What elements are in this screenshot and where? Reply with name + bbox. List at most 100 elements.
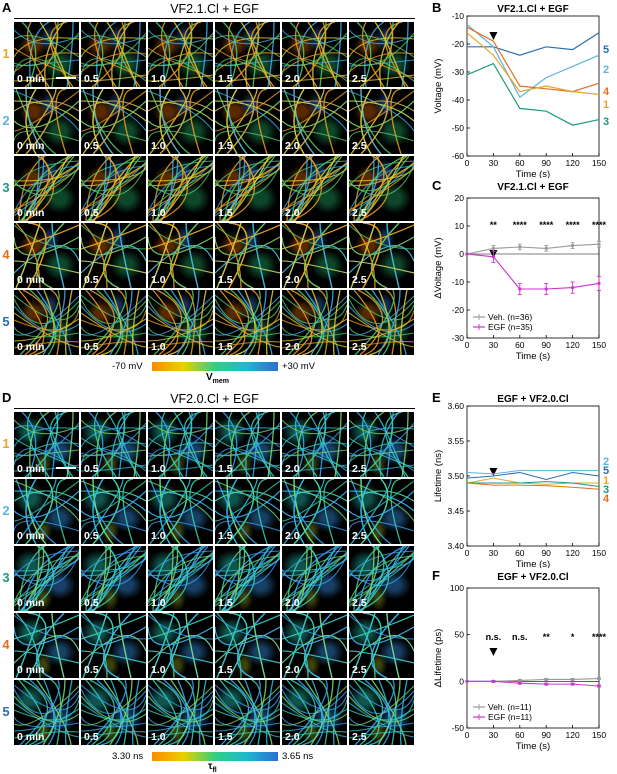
data-point [571, 682, 575, 686]
data-point [491, 679, 495, 683]
x-tick-label: 60 [515, 158, 525, 168]
series-end-label: 5 [603, 465, 609, 477]
x-tick-label: 90 [541, 730, 551, 740]
x-tick-label: 120 [566, 548, 580, 558]
micrograph-tile-d: 1.5 [215, 546, 280, 611]
time-label: 0.5 [84, 207, 99, 219]
row-label-d-3: 3 [2, 570, 10, 585]
significance-mark: **** [592, 220, 607, 230]
time-label: 0 min [17, 530, 45, 542]
time-label: 2.0 [285, 73, 300, 85]
micrograph-tile-d: 0 min [14, 412, 79, 477]
y-tick-label: -40 [452, 95, 465, 105]
legend-entry: EGF (n=35) [488, 322, 533, 332]
stimulus-arrow [489, 32, 498, 40]
series-line [466, 23, 600, 99]
row-label-a-5: 5 [2, 314, 10, 329]
micrograph-tile-d: 2.0 [282, 680, 347, 745]
y-tick-label: 3.40 [447, 541, 464, 551]
series-end-label: 2 [603, 456, 609, 468]
time-label: 0 min [17, 73, 45, 85]
series-end-label: 3 [603, 484, 609, 496]
data-point [571, 244, 575, 248]
data-point [597, 676, 601, 681]
colorbar-top-symbol: Vmem [206, 372, 229, 385]
time-label: 0 min [17, 731, 45, 743]
x-tick-label: 0 [465, 340, 470, 350]
colorbar-bottom-symbol-main: τ [208, 761, 213, 772]
x-tick-label: 60 [515, 730, 525, 740]
panel-a-rule [14, 18, 415, 19]
series-line [466, 477, 599, 485]
x-axis-label: Time (s) [516, 169, 550, 178]
micrograph-tile-d: 2.5 [349, 613, 414, 678]
y-tick-label: 50 [455, 630, 465, 640]
x-axis-label: Time (s) [516, 351, 550, 362]
time-label: 2.5 [352, 731, 367, 743]
colorbar-top-min: -70 mV [112, 361, 143, 372]
micrograph-tile-a: 1.5 [215, 156, 280, 221]
colorbar-top-gradient [152, 362, 278, 371]
time-label: 2.5 [352, 341, 367, 353]
micrograph-tile-a: 1.5 [215, 22, 280, 87]
micrograph-tile-d: 1.0 [148, 412, 213, 477]
row-label-d-1: 1 [2, 436, 10, 451]
time-label: 0 min [17, 597, 45, 609]
series-end-label: 4 [603, 493, 610, 505]
colorbar-top-max: +30 mV [282, 361, 316, 372]
micrograph-tile-d: 1.0 [148, 479, 213, 544]
micrograph-tile-a: 1.0 [148, 223, 213, 288]
time-label: 2.0 [285, 341, 300, 353]
micrograph-tile-d: 2.0 [282, 412, 347, 477]
micrograph-tile-a: 1.5 [215, 89, 280, 154]
chart-b: VF2.1.Cl + EGF 0 30 60 90 120 150 -60 -50 -40 -30 -… [433, 4, 610, 178]
y-axis-label: Lifetime (ns) [433, 450, 444, 502]
time-label: 1.5 [218, 463, 233, 475]
data-point [465, 252, 469, 256]
colorbar-bottom-gradient [152, 752, 278, 761]
time-label: 0.5 [84, 597, 99, 609]
time-label: 2.5 [352, 274, 367, 286]
time-label: 1.5 [218, 530, 233, 542]
time-label: 0.5 [84, 274, 99, 286]
data-point [571, 677, 575, 682]
series-end-label: 4 [603, 86, 610, 98]
colorbar-top-symbol-sub: mem [212, 378, 230, 385]
time-label: 0.5 [84, 140, 99, 152]
y-tick-label: 3.50 [447, 471, 464, 481]
micrograph-tile-a: 0 min [14, 156, 79, 221]
micrograph-tile-a: 2.0 [282, 223, 347, 288]
row-label-d-4: 4 [2, 637, 10, 652]
x-tick-label: 90 [541, 340, 551, 350]
time-label: 1.0 [151, 463, 166, 475]
time-label: 2.5 [352, 664, 367, 676]
chart-title: VF2.1.Cl + EGF [497, 4, 568, 15]
time-label: 2.0 [285, 207, 300, 219]
time-label: 2.0 [285, 140, 300, 152]
time-label: 0 min [17, 207, 45, 219]
panel-label-a: A [2, 0, 12, 15]
time-label: 2.0 [285, 597, 300, 609]
time-label: 0 min [17, 463, 45, 475]
data-point [544, 682, 548, 686]
data-point [544, 677, 548, 682]
series-end-label: 1 [603, 99, 609, 111]
time-label: 0.5 [84, 463, 99, 475]
x-tick-label: 150 [592, 548, 606, 558]
panel-label-b: B [432, 0, 442, 15]
x-tick-label: 30 [489, 730, 499, 740]
significance-mark: n.s. [512, 632, 528, 642]
time-label: 0 min [17, 140, 45, 152]
time-label: 1.0 [151, 140, 166, 152]
chart-e: EGF + VF2.0.Cl 0 30 60 90 120 150 3.40 3.45 3.50 3… [433, 394, 610, 568]
significance-mark: n.s. [486, 632, 502, 642]
x-tick-label: 30 [489, 158, 499, 168]
y-axis-label: ΔVoltage (mV) [433, 237, 444, 298]
significance-mark: * [571, 632, 575, 642]
stimulus-arrow [489, 648, 498, 656]
data-point [597, 242, 601, 246]
micrograph-tile-a: 1.0 [148, 22, 213, 87]
x-tick-label: 30 [489, 548, 499, 558]
micrograph-tile-d: 0.5 [81, 546, 146, 611]
micrograph-tile-d: 1.5 [215, 613, 280, 678]
